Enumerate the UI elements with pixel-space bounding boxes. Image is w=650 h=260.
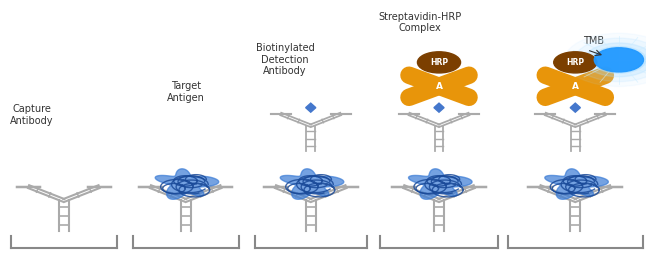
Text: Target
Antigen: Target Antigen <box>167 81 205 103</box>
Polygon shape <box>434 103 444 112</box>
Polygon shape <box>545 169 608 199</box>
Polygon shape <box>570 103 580 112</box>
Text: A: A <box>436 82 443 91</box>
Text: TMB: TMB <box>582 36 604 46</box>
Text: Streptavidin-HRP
Complex: Streptavidin-HRP Complex <box>378 12 461 33</box>
Text: Biotinylated
Detection
Antibody: Biotinylated Detection Antibody <box>255 43 315 76</box>
Ellipse shape <box>575 38 650 82</box>
Text: HRP: HRP <box>566 58 584 67</box>
Ellipse shape <box>554 52 597 73</box>
Ellipse shape <box>594 48 644 72</box>
Text: A: A <box>572 82 578 91</box>
Ellipse shape <box>417 52 461 73</box>
Polygon shape <box>409 169 472 199</box>
Ellipse shape <box>592 47 646 73</box>
Polygon shape <box>280 169 344 199</box>
Text: Capture
Antibody: Capture Antibody <box>10 104 53 126</box>
Ellipse shape <box>565 33 650 86</box>
Polygon shape <box>155 169 218 199</box>
Ellipse shape <box>584 43 650 77</box>
Text: HRP: HRP <box>430 58 448 67</box>
Polygon shape <box>306 103 316 112</box>
